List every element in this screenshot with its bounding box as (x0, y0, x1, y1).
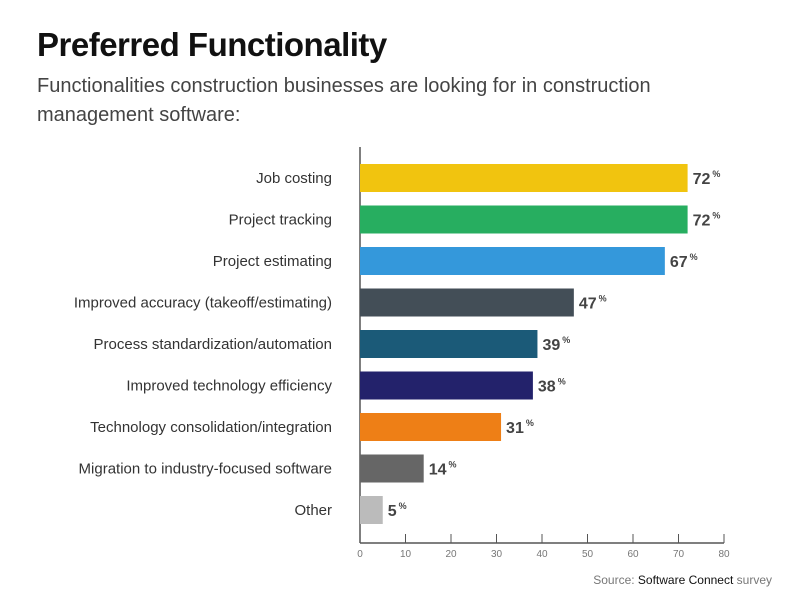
x-tick-label: 70 (673, 549, 685, 560)
category-label: Migration to industry-focused software (79, 461, 332, 478)
x-tick-label: 80 (718, 549, 730, 560)
bar (360, 164, 688, 192)
x-tick-label: 40 (536, 549, 548, 560)
bar (360, 330, 538, 358)
data-label: 47% (579, 294, 607, 313)
category-label: Job costing (256, 170, 332, 187)
bar (360, 496, 383, 524)
data-label: 31% (506, 418, 534, 437)
x-tick-label: 20 (445, 549, 457, 560)
chart-subtitle: Functionalities construction businesses … (37, 75, 651, 126)
category-label: Other (294, 502, 332, 519)
bar (360, 413, 502, 441)
data-label: 14% (429, 460, 457, 479)
category-label: Project estimating (213, 253, 332, 270)
source-prefix: Source: (593, 573, 635, 587)
bar (360, 288, 574, 317)
data-label: 72% (693, 169, 721, 188)
x-tick-label: 50 (582, 549, 594, 560)
data-label: 38% (538, 377, 566, 396)
category-label: Process standardization/automation (94, 336, 332, 353)
bar (360, 454, 424, 483)
data-label: 67% (670, 252, 698, 271)
data-label: 72% (693, 211, 721, 230)
chart-title: Preferred Functionality (37, 26, 387, 63)
x-tick-label: 0 (357, 549, 363, 560)
x-tick-label: 10 (400, 549, 412, 560)
bar (360, 247, 665, 275)
category-label: Improved technology efficiency (126, 378, 332, 395)
bar (360, 371, 533, 400)
source-suffix: survey (736, 573, 772, 587)
source-note: Source: Software Connect survey (593, 573, 772, 587)
category-label: Improved accuracy (takeoff/estimating) (74, 295, 332, 312)
source-name: Software Connect (637, 573, 734, 587)
data-label: 5% (388, 501, 407, 520)
data-label: 39% (542, 335, 570, 354)
x-tick-label: 60 (627, 549, 639, 560)
category-label: Project tracking (229, 212, 332, 229)
bar (360, 205, 688, 234)
x-tick-label: 30 (491, 549, 503, 560)
category-label: Technology consolidation/integration (90, 419, 332, 436)
